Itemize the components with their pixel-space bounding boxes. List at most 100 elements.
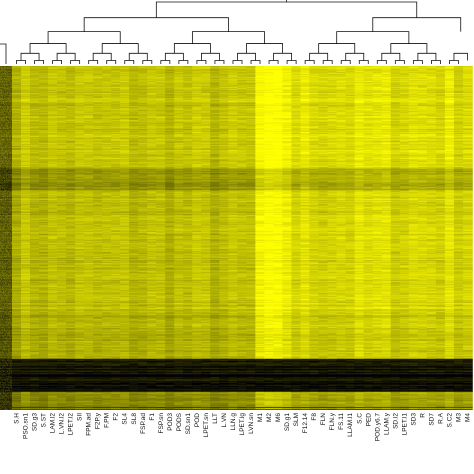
dendrogram-branch xyxy=(191,31,265,44)
column-tick-label: PSO.sn1 xyxy=(23,413,30,439)
dendrogram-branch xyxy=(142,60,153,64)
dendrogram-branch xyxy=(83,17,229,32)
dendrogram-branch xyxy=(232,60,243,64)
dendrogram-branch xyxy=(318,43,356,54)
column-tick-label: FLN xyxy=(320,413,327,426)
dendrogram-branch xyxy=(128,52,148,61)
column-tick-label: F.PM xyxy=(104,413,111,428)
column-tick-label: S.H xyxy=(14,413,21,424)
column-tick-label: F8 xyxy=(311,413,318,421)
column-dendrogram xyxy=(0,0,468,64)
column-tick-label: FPM.ad xyxy=(86,413,93,436)
column-tick-label: M6 xyxy=(275,413,282,422)
column-tick-label: SD.g1 xyxy=(284,413,291,431)
column-tick-label: FSP.ad xyxy=(140,413,147,434)
column-tick-label: S.C2 xyxy=(446,413,453,428)
dendrogram-branch xyxy=(237,52,256,61)
column-tick-label: SD.g3 xyxy=(32,413,39,431)
dendrogram-branch xyxy=(304,60,315,64)
dendrogram-branch xyxy=(178,60,189,64)
dendrogram-branch xyxy=(340,60,351,64)
dendrogram-branch xyxy=(88,60,99,64)
dendrogram-branch xyxy=(322,60,333,64)
column-tick-label: R.A xyxy=(437,412,444,424)
dendrogram-branch xyxy=(449,60,459,64)
dendrogram-branch xyxy=(453,52,468,61)
column-tick-label: M1 xyxy=(257,413,264,422)
dendrogram-branch xyxy=(394,60,405,64)
dendrogram-branch xyxy=(56,52,76,61)
dendrogram-branch xyxy=(417,52,437,61)
dendrogram-branch xyxy=(70,60,81,64)
dendrogram-branch xyxy=(345,52,365,61)
column-tick-label: FLN.y xyxy=(329,412,336,430)
column-tick-label: LPET.sn xyxy=(203,413,210,438)
dendrogram-branch xyxy=(381,52,401,61)
column-tick-label: L.VN.l2 xyxy=(59,413,66,435)
column-tick-label: LLN.g xyxy=(230,413,237,431)
dendrogram-branch xyxy=(47,31,121,44)
column-tick-labels: S.H PSO.sn1 SD.g3 S.ST LAM.l2 L.VN.l2 LPET.l2 S… xyxy=(14,412,472,441)
dendrogram-branch xyxy=(273,52,293,61)
column-tick-label: LLAM.l1 xyxy=(347,413,354,437)
column-tick-label: SD.sn1 xyxy=(185,413,192,435)
column-tick-label: PED xyxy=(365,413,372,427)
dendrogram-branch xyxy=(286,60,297,64)
dendrogram-branch xyxy=(124,60,135,64)
column-tick-label: F2 xyxy=(113,413,120,421)
column-tick-label: M3 xyxy=(455,413,462,422)
column-tick-label: SD.l2 xyxy=(392,413,399,429)
dendrogram-branch xyxy=(390,43,428,54)
dendrogram-branch xyxy=(358,60,369,64)
dendrogram-branch xyxy=(20,52,40,61)
column-tick-label: POD.y6.7 xyxy=(374,413,381,442)
column-tick-label: S.C xyxy=(356,413,363,424)
dendrogram-branch xyxy=(431,60,441,64)
column-tick-label: POD3 xyxy=(167,413,174,431)
dendrogram-branch xyxy=(0,43,7,64)
column-tick-label: S.ST xyxy=(41,413,48,427)
column-tick-label: F2P.y xyxy=(95,412,102,429)
dendrogram-branch xyxy=(29,43,67,54)
dendrogram-branch xyxy=(412,60,423,64)
dendrogram-branch xyxy=(376,60,387,64)
dendrogram-branch xyxy=(164,52,184,61)
dendrogram-branch xyxy=(336,31,410,44)
column-tick-label: SII xyxy=(77,413,84,421)
dendrogram-branch xyxy=(250,60,261,64)
column-tick-label: LPET.lg xyxy=(239,413,246,436)
column-tick-label: R xyxy=(419,413,426,418)
dendrogram-branch xyxy=(16,60,26,64)
column-tick-label: SD3 xyxy=(410,413,417,426)
column-tick-label: SL4 xyxy=(122,413,129,425)
dendrogram-branch xyxy=(160,60,171,64)
dendrogram-branch xyxy=(309,52,329,61)
dendrogram-branch xyxy=(372,17,462,32)
column-tick-label: POD xyxy=(194,413,201,427)
dendrogram-branch xyxy=(214,60,225,64)
heatmap-grid xyxy=(0,66,474,410)
column-tick-label: PODS xyxy=(176,412,183,431)
column-tick-label: LLT xyxy=(212,413,219,424)
dendrogram-branch xyxy=(52,60,63,64)
column-tick-label: L.VN xyxy=(221,413,228,428)
dendrogram-branch xyxy=(196,60,207,64)
column-tick-label: LAM.l2 xyxy=(50,413,57,434)
dendrogram-branch xyxy=(268,60,279,64)
column-tick-label: FS.11 xyxy=(338,413,345,430)
column-tick-label: SLM xyxy=(293,413,300,426)
dendrogram-branch xyxy=(106,60,117,64)
dendrogram-branch xyxy=(201,52,220,61)
dendrogram-branch xyxy=(246,43,283,54)
column-tick-label: M2 xyxy=(266,413,273,422)
column-tick-label: LVN.sn xyxy=(248,413,255,434)
column-tick-label: M4 xyxy=(464,413,471,422)
column-tick-label: SL8 xyxy=(131,413,138,425)
column-tick-label: F12.14 xyxy=(302,413,309,434)
column-tick-label: FSP.sn xyxy=(158,413,165,434)
dendrogram-branch xyxy=(173,43,211,54)
column-tick-label: LPET.l2 xyxy=(68,413,75,436)
dendrogram-branch xyxy=(34,60,44,64)
